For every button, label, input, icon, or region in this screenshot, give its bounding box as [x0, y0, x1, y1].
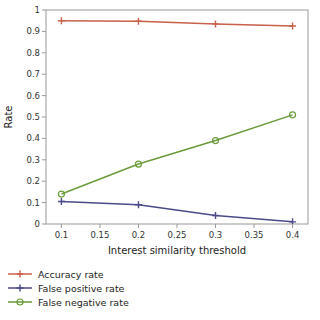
- series-line: [61, 21, 292, 26]
- y-tick: [42, 52, 46, 53]
- y-tick: [42, 138, 46, 139]
- series-marker: [135, 161, 141, 167]
- x-tick-label: 0.4: [286, 230, 300, 240]
- data-layer: [58, 17, 296, 224]
- y-tick-label: 0.7: [26, 69, 40, 79]
- x-tick: [254, 224, 255, 228]
- x-tick-label: 0.3: [209, 230, 223, 240]
- page: {"chart_data": {"type": "line", "x": [0.…: [0, 0, 320, 320]
- y-tick: [42, 95, 46, 96]
- x-tick-label: 0.25: [168, 230, 187, 240]
- y-tick-label: 0.1: [26, 198, 40, 208]
- x-tick: [138, 224, 139, 228]
- y-tick: [42, 10, 46, 11]
- y-tick-label: 1: [35, 5, 40, 15]
- x-tick-label: 0.35: [245, 230, 264, 240]
- plot-frame: [46, 10, 308, 224]
- y-tick-label: 0.6: [26, 91, 40, 101]
- y-tick-label: 0.2: [26, 176, 40, 186]
- series-marker: [289, 218, 296, 224]
- series-marker: [58, 198, 65, 205]
- legend-label: Accuracy rate: [38, 269, 104, 280]
- y-axis-label: Rate: [3, 106, 14, 129]
- series-marker: [58, 191, 64, 197]
- y-tick: [42, 224, 46, 225]
- legend: Accuracy rate False positive rate False ne…: [8, 269, 129, 308]
- y-tick: [42, 159, 46, 160]
- x-tick-label: 0.1: [55, 230, 69, 240]
- x-axis-label: Interest similarity threshold: [108, 245, 246, 256]
- y-tick: [42, 117, 46, 118]
- y-tick-label: 0.4: [26, 133, 40, 143]
- legend-marker: [17, 299, 23, 305]
- series-marker: [212, 20, 219, 27]
- y-tick: [42, 31, 46, 32]
- series-marker: [135, 201, 142, 208]
- x-tick-label: 0.15: [90, 230, 109, 240]
- x-tick: [177, 224, 178, 228]
- series-marker: [289, 23, 296, 30]
- series-marker: [58, 17, 65, 24]
- legend-label: False negative rate: [38, 297, 129, 308]
- chart-svg: 0.1 0.15 0.2 0.25 0.3 0.35 0.4 0 0.1 0.2 0.3 0.4 0.5…: [0, 0, 320, 320]
- y-tick-label: 0.5: [26, 112, 40, 122]
- y-tick: [42, 181, 46, 182]
- series-marker: [135, 18, 142, 25]
- series-line: [61, 115, 292, 194]
- series-marker: [212, 212, 219, 219]
- legend-marker: [17, 285, 24, 292]
- axes: 0.1 0.15 0.2 0.25 0.3 0.35 0.4 0 0.1 0.2 0.3 0.4 0.5…: [26, 5, 299, 240]
- legend-swatch: [8, 301, 32, 303]
- y-tick-label: 0.8: [26, 48, 40, 58]
- series-marker: [290, 112, 296, 118]
- y-tick-label: 0.3: [26, 155, 40, 165]
- y-tick: [42, 202, 46, 203]
- y-tick: [42, 74, 46, 75]
- x-tick: [61, 224, 62, 228]
- x-tick: [215, 224, 216, 228]
- series-line: [61, 202, 292, 222]
- legend-marker: [17, 271, 24, 278]
- x-tick: [292, 224, 293, 228]
- series-marker: [213, 138, 219, 144]
- legend-label: False positive rate: [38, 283, 125, 294]
- chart-container: 0.1 0.15 0.2 0.25 0.3 0.35 0.4 0 0.1 0.2 0.3 0.4 0.5…: [0, 0, 320, 320]
- x-tick-label: 0.2: [132, 230, 146, 240]
- y-tick-label: 0: [35, 219, 40, 229]
- x-tick: [99, 224, 100, 228]
- y-tick-label: 0.9: [26, 26, 40, 36]
